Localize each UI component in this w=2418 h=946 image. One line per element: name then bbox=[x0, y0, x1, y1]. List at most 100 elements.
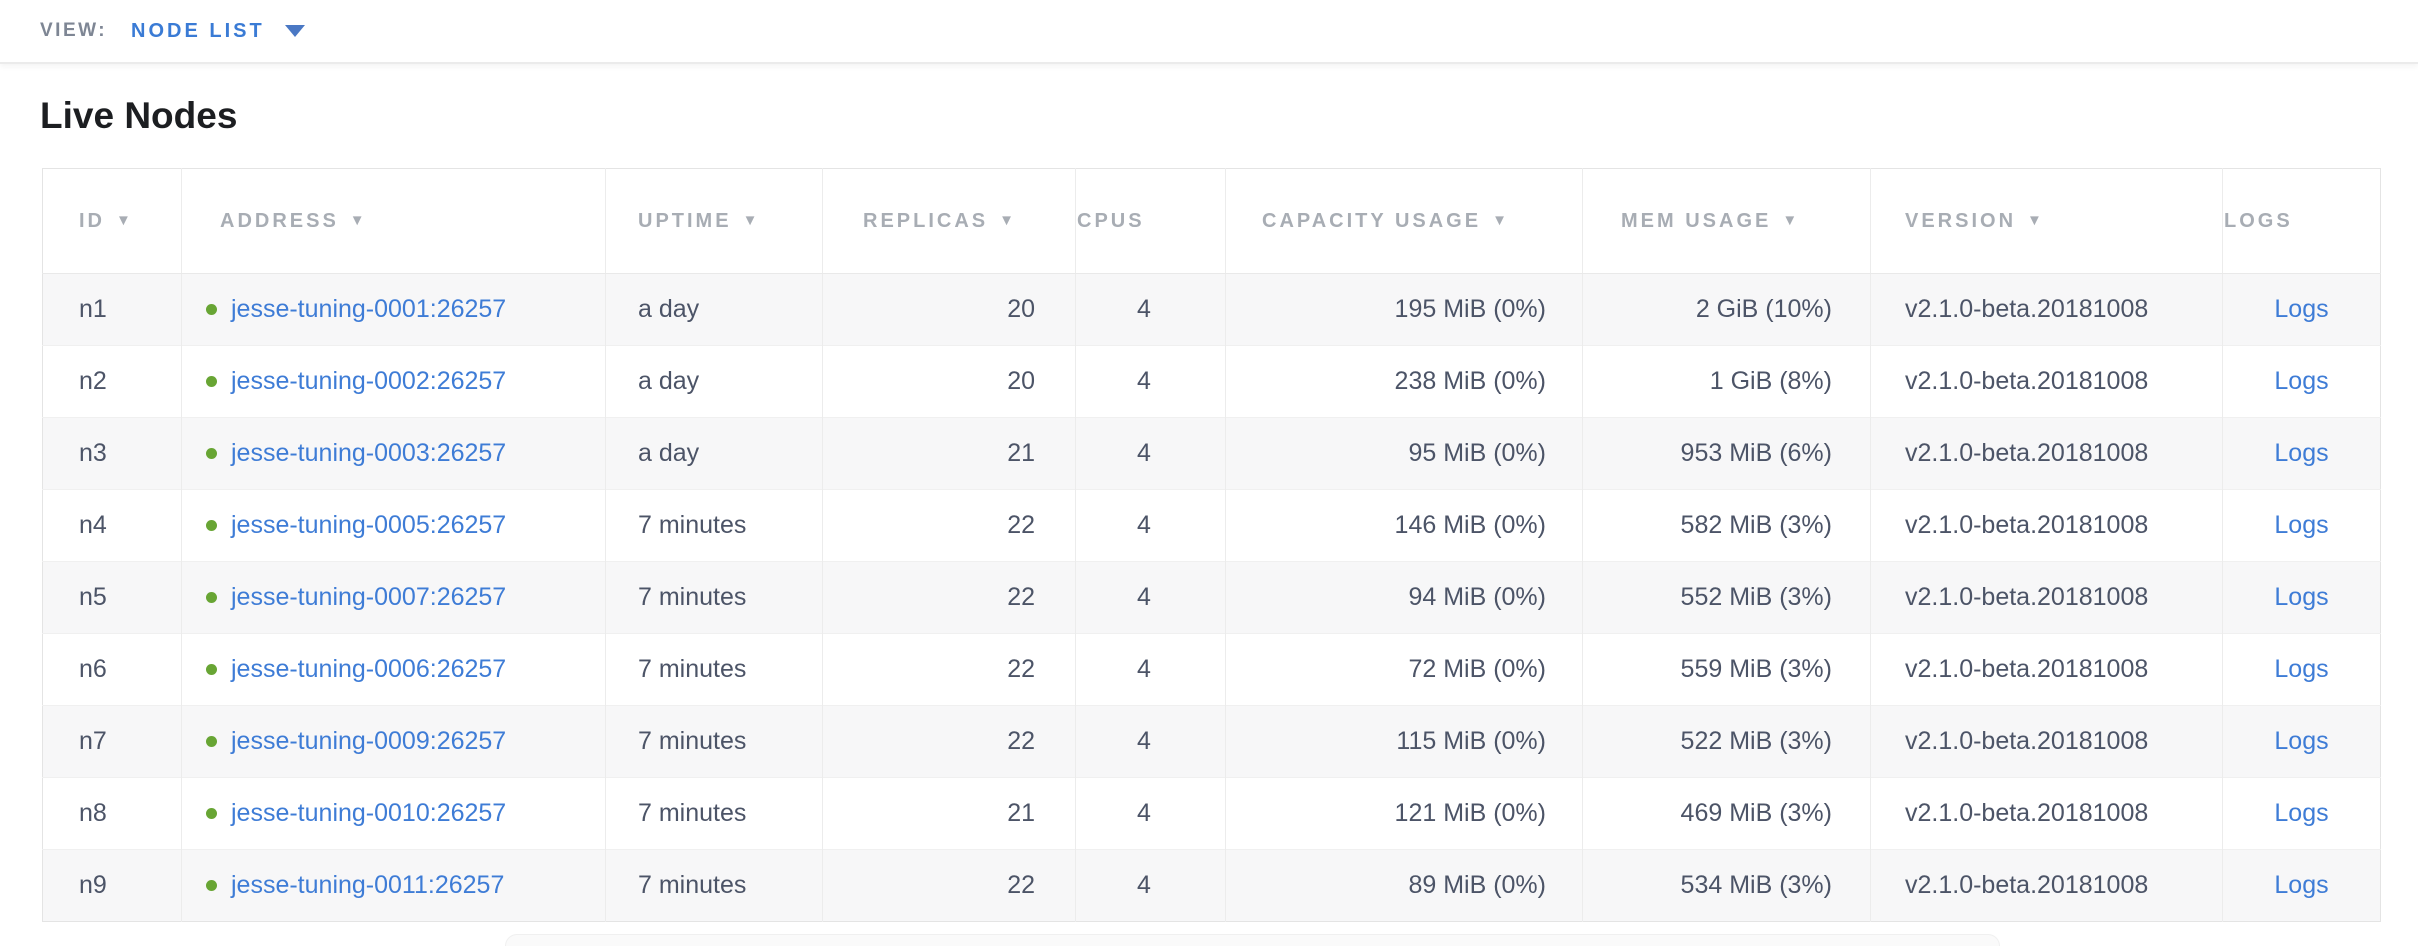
node-capacity-cell: 146 MiB (0%) bbox=[1225, 489, 1583, 562]
node-cpus-cell: 4 bbox=[1075, 561, 1226, 634]
node-capacity-cell: 94 MiB (0%) bbox=[1225, 561, 1583, 634]
node-id-cell: n1 bbox=[42, 273, 182, 346]
node-mem-cell: 552 MiB (3%) bbox=[1582, 561, 1871, 634]
node-logs-link[interactable]: Logs bbox=[2274, 871, 2329, 899]
node-address-link[interactable]: jesse-tuning-0007:26257 bbox=[231, 583, 507, 611]
node-capacity-cell: 72 MiB (0%) bbox=[1225, 633, 1583, 706]
node-uptime-cell: 7 minutes bbox=[605, 489, 823, 562]
node-live-status-icon bbox=[206, 304, 217, 315]
node-id-cell: n8 bbox=[42, 777, 182, 850]
node-logs-cell: Logs bbox=[2222, 561, 2381, 634]
node-mem-cell: 1 GiB (8%) bbox=[1582, 345, 1871, 418]
node-cpus-cell: 4 bbox=[1075, 633, 1226, 706]
node-row: n6 jesse-tuning-0006:26257 7 minutes 22 … bbox=[42, 633, 2381, 706]
node-cpus-cell: 4 bbox=[1075, 777, 1226, 850]
node-logs-cell: Logs bbox=[2222, 633, 2381, 706]
node-cpus-cell: 4 bbox=[1075, 273, 1226, 346]
node-address-link[interactable]: jesse-tuning-0009:26257 bbox=[231, 727, 507, 755]
node-logs-link[interactable]: Logs bbox=[2274, 367, 2329, 395]
node-mem-cell: 469 MiB (3%) bbox=[1582, 777, 1871, 850]
node-logs-cell: Logs bbox=[2222, 489, 2381, 562]
node-logs-cell: Logs bbox=[2222, 849, 2381, 922]
node-live-status-icon bbox=[206, 736, 217, 747]
sort-desc-icon: ▼ bbox=[2027, 211, 2042, 229]
node-uptime-cell: a day bbox=[605, 273, 823, 346]
node-address-link[interactable]: jesse-tuning-0011:26257 bbox=[231, 871, 505, 899]
node-replicas-cell: 22 bbox=[822, 489, 1076, 562]
node-version-cell: v2.1.0-beta.20181008 bbox=[1870, 489, 2223, 562]
view-dropdown[interactable]: NODE LIST bbox=[131, 20, 305, 43]
node-id-cell: n2 bbox=[42, 345, 182, 418]
node-uptime-cell: 7 minutes bbox=[605, 561, 823, 634]
node-address-link[interactable]: jesse-tuning-0001:26257 bbox=[231, 295, 507, 323]
node-row: n7 jesse-tuning-0009:26257 7 minutes 22 … bbox=[42, 705, 2381, 778]
col-header-version[interactable]: VERSION ▼ bbox=[1870, 168, 2223, 274]
node-address-link[interactable]: jesse-tuning-0005:26257 bbox=[231, 511, 507, 539]
node-replicas-cell: 22 bbox=[822, 705, 1076, 778]
node-address-cell: jesse-tuning-0003:26257 bbox=[181, 417, 606, 490]
node-address-cell: jesse-tuning-0002:26257 bbox=[181, 345, 606, 418]
node-address-cell: jesse-tuning-0009:26257 bbox=[181, 705, 606, 778]
node-id-cell: n3 bbox=[42, 417, 182, 490]
node-address-link[interactable]: jesse-tuning-0010:26257 bbox=[231, 799, 507, 827]
col-header-capacity-usage[interactable]: CAPACITY USAGE ▼ bbox=[1225, 168, 1583, 274]
view-dropdown-value: NODE LIST bbox=[131, 19, 265, 42]
node-logs-link[interactable]: Logs bbox=[2274, 583, 2329, 611]
col-header-id[interactable]: ID ▼ bbox=[42, 168, 182, 274]
node-capacity-cell: 195 MiB (0%) bbox=[1225, 273, 1583, 346]
sort-desc-icon: ▼ bbox=[1782, 211, 1798, 229]
node-uptime-cell: a day bbox=[605, 345, 823, 418]
node-version-cell: v2.1.0-beta.20181008 bbox=[1870, 777, 2223, 850]
node-row: n8 jesse-tuning-0010:26257 7 minutes 21 … bbox=[42, 777, 2381, 850]
node-live-status-icon bbox=[206, 520, 217, 531]
node-address-cell: jesse-tuning-0006:26257 bbox=[181, 633, 606, 706]
node-logs-cell: Logs bbox=[2223, 274, 2381, 346]
node-live-status-icon bbox=[206, 448, 217, 459]
col-header-uptime[interactable]: UPTIME ▼ bbox=[605, 168, 823, 274]
node-cpus-cell: 4 bbox=[1075, 849, 1226, 922]
sort-desc-icon: ▼ bbox=[999, 211, 1014, 229]
node-live-status-icon bbox=[206, 592, 217, 603]
node-logs-cell: Logs bbox=[2222, 705, 2381, 778]
node-id-cell: n6 bbox=[42, 633, 182, 706]
node-cpus-cell: 4 bbox=[1075, 705, 1226, 778]
node-logs-link[interactable]: Logs bbox=[2274, 655, 2329, 683]
node-mem-cell: 582 MiB (3%) bbox=[1582, 489, 1871, 562]
col-header-mem-usage[interactable]: MEM USAGE ▼ bbox=[1582, 168, 1871, 274]
node-row: n9 jesse-tuning-0011:26257 7 minutes 22 … bbox=[42, 849, 2381, 922]
node-logs-cell: Logs bbox=[2222, 417, 2381, 490]
node-id-cell: n7 bbox=[42, 705, 182, 778]
node-replicas-cell: 21 bbox=[822, 777, 1076, 850]
node-logs-link[interactable]: Logs bbox=[2274, 295, 2329, 323]
node-row: n2 jesse-tuning-0002:26257 a day 20 4 23… bbox=[42, 345, 2381, 418]
page-title: Live Nodes bbox=[40, 95, 238, 136]
node-address-cell: jesse-tuning-0010:26257 bbox=[181, 777, 606, 850]
node-logs-link[interactable]: Logs bbox=[2274, 799, 2329, 827]
sort-desc-icon: ▼ bbox=[349, 211, 365, 229]
node-address-cell: jesse-tuning-0011:26257 bbox=[181, 849, 606, 922]
node-id-cell: n5 bbox=[42, 561, 182, 634]
node-version-cell: v2.1.0-beta.20181008 bbox=[1870, 705, 2223, 778]
node-replicas-cell: 20 bbox=[822, 345, 1076, 418]
node-replicas-cell: 20 bbox=[822, 273, 1076, 346]
node-mem-cell: 2 GiB (10%) bbox=[1582, 273, 1871, 346]
col-header-address[interactable]: ADDRESS ▼ bbox=[181, 168, 606, 274]
node-address-link[interactable]: jesse-tuning-0006:26257 bbox=[231, 655, 507, 683]
node-id-cell: n9 bbox=[42, 849, 182, 922]
node-address-link[interactable]: jesse-tuning-0002:26257 bbox=[231, 367, 507, 395]
node-logs-link[interactable]: Logs bbox=[2274, 727, 2329, 755]
node-address-link[interactable]: jesse-tuning-0003:26257 bbox=[231, 439, 507, 467]
node-uptime-cell: 7 minutes bbox=[605, 705, 823, 778]
node-live-status-icon bbox=[206, 376, 217, 387]
node-uptime-cell: 7 minutes bbox=[605, 849, 823, 922]
node-logs-link[interactable]: Logs bbox=[2274, 511, 2329, 539]
node-address-cell: jesse-tuning-0005:26257 bbox=[181, 489, 606, 562]
node-row: n1 jesse-tuning-0001:26257 a day 20 4 19… bbox=[42, 273, 2381, 346]
col-header-replicas[interactable]: REPLICAS ▼ bbox=[822, 168, 1076, 274]
node-mem-cell: 534 MiB (3%) bbox=[1582, 849, 1871, 922]
node-logs-link[interactable]: Logs bbox=[2274, 439, 2329, 467]
node-cpus-cell: 4 bbox=[1075, 417, 1226, 490]
col-header-cpus: CPUS bbox=[1075, 168, 1226, 274]
view-label: VIEW: bbox=[40, 20, 108, 41]
node-version-cell: v2.1.0-beta.20181008 bbox=[1870, 273, 2223, 346]
